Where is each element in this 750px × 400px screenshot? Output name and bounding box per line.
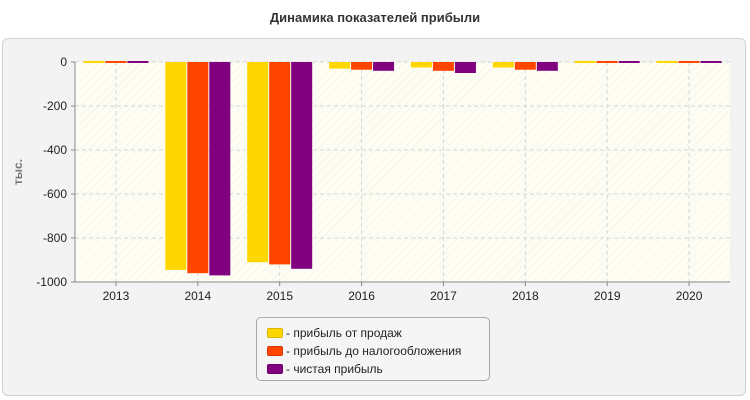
x-tick-label: 2014 [184,289,211,303]
bar [105,61,127,63]
bar [656,61,678,63]
legend-item-net-profit: - чистая прибыль [267,360,489,378]
bar [247,62,269,263]
bar [410,62,432,68]
x-tick-label: 2015 [266,289,293,303]
y-tick-label: -200 [43,99,67,113]
y-tick-label: -400 [43,143,67,157]
x-tick-label: 2019 [594,289,621,303]
bar [165,62,187,270]
y-tick-label: -600 [43,187,67,201]
bar [351,62,373,70]
legend: - прибыль от продаж - прибыль до налогоо… [256,317,490,381]
bar [432,62,454,71]
x-tick-label: 2013 [103,289,130,303]
y-tick-label: 0 [60,55,67,69]
chart-title: Динамика показателей прибыли [269,10,481,25]
legend-item-sales-profit: - прибыль от продаж [267,324,489,342]
bar [127,61,149,63]
y-tick-label: -800 [43,231,67,245]
bar [700,61,722,63]
bar [574,61,596,63]
x-tick-label: 2018 [512,289,539,303]
bar [618,61,640,63]
bar [187,62,209,274]
bar [291,62,313,269]
legend-item-pretax-profit: - прибыль до налогообложения [267,342,489,360]
bar [83,61,105,63]
bar [678,61,700,63]
bar [596,61,618,63]
bar [329,62,351,69]
bar [514,62,536,70]
bar [536,62,558,71]
x-tick-label: 2017 [430,289,457,303]
bar [373,62,395,71]
x-tick-label: 2016 [348,289,375,303]
legend-swatch-net-profit [267,364,283,374]
bar [454,62,476,73]
legend-label-net-profit: - чистая прибыль [286,362,383,376]
bar [269,62,291,265]
legend-swatch-sales-profit [267,328,283,338]
y-tick-label: -1000 [36,275,67,289]
legend-swatch-pretax-profit [267,346,283,356]
legend-label-sales-profit: - прибыль от продаж [286,326,402,340]
bar [209,62,231,276]
x-tick-label: 2020 [676,289,703,303]
bar [492,62,514,68]
legend-label-pretax-profit: - прибыль до налогообложения [286,344,462,358]
y-axis-label: тыс. [11,159,25,185]
